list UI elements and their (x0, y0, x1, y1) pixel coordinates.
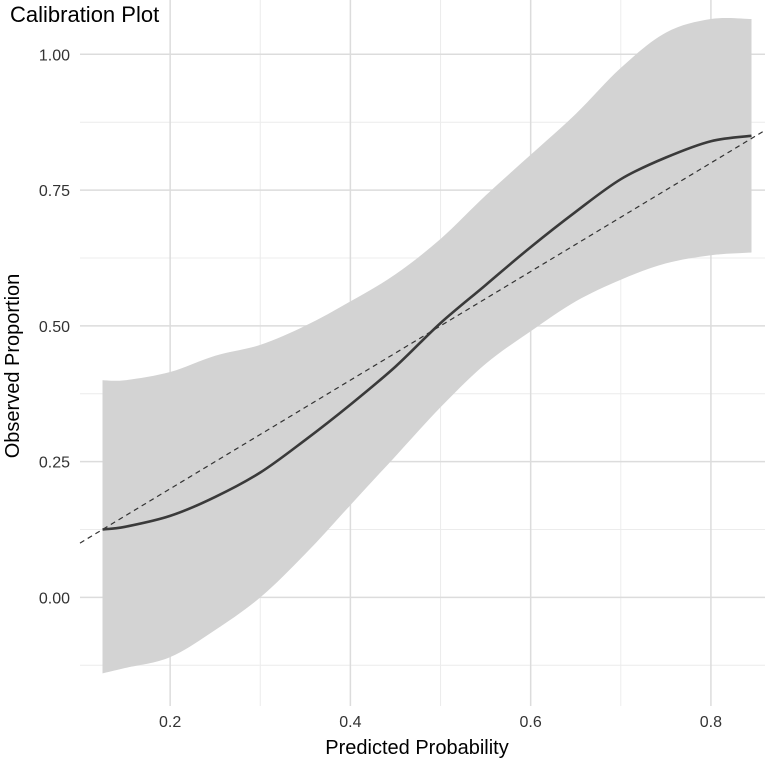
x-tick-label: 0.6 (520, 714, 542, 731)
confidence-band (102, 17, 752, 674)
perfect-calibration-line (79, 129, 765, 544)
y-tick-label: 0.75 (39, 183, 70, 200)
x-tick-label: 0.4 (339, 714, 361, 731)
y-axis-label: Observed Proportion (2, 274, 24, 459)
y-tick-label: 0.00 (39, 590, 70, 607)
x-tick-label: 0.2 (159, 714, 181, 731)
x-axis-label: Predicted Probability (325, 737, 508, 759)
y-axis-ticks: 0.00 0.25 0.50 0.75 1.00 (39, 47, 70, 607)
x-axis-ticks: 0.2 0.4 0.6 0.8 (159, 714, 722, 731)
chart-title: Calibration Plot (10, 2, 159, 27)
calibration-curve (102, 134, 752, 531)
y-tick-label: 0.50 (39, 319, 70, 336)
y-tick-label: 1.00 (39, 47, 70, 64)
y-tick-label: 0.25 (39, 455, 70, 472)
x-tick-label: 0.8 (700, 714, 722, 731)
